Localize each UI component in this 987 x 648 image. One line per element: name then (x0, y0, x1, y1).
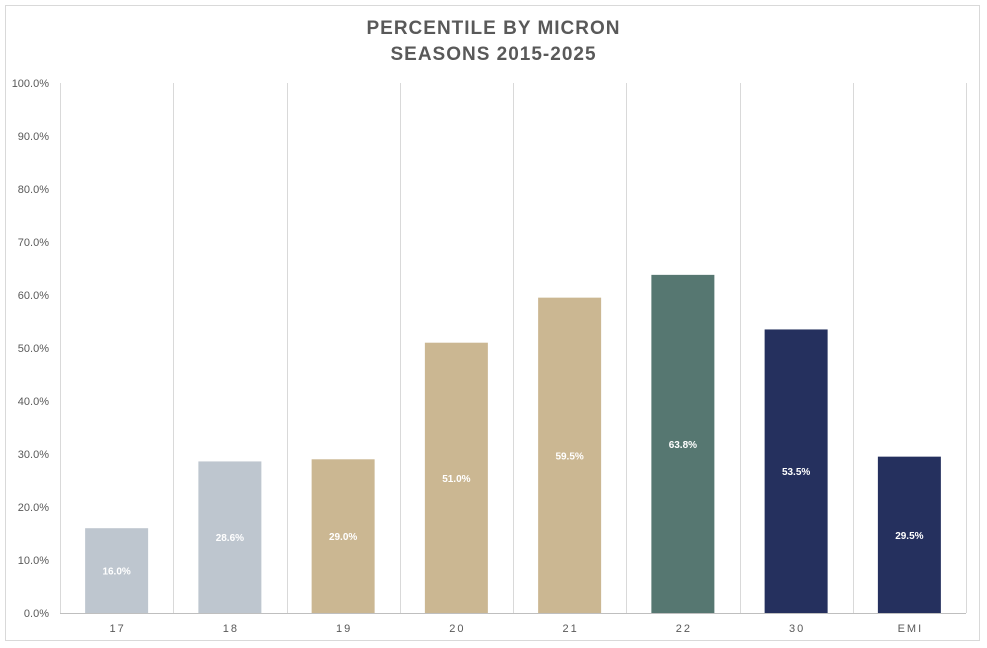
chart-title-line: PERCENTILE BY MICRON (366, 18, 621, 39)
bar-18 (198, 461, 262, 613)
x-tick-label: 20 (449, 623, 465, 635)
y-tick-label: 80.0% (18, 184, 49, 196)
x-tick-label: 21 (563, 623, 579, 635)
grid-layer (60, 83, 967, 614)
bars-layer (85, 274, 941, 613)
y-tick-label: 20.0% (18, 502, 49, 514)
data-label: 51.0% (442, 474, 470, 485)
bar-22 (651, 274, 715, 613)
bar-21 (538, 297, 602, 613)
x-tick-label: 17 (110, 623, 126, 635)
y-tick-label: 100.0% (12, 78, 50, 90)
x-tick-label: EMI (898, 623, 924, 635)
bar-19 (311, 459, 375, 613)
x-tick-label: 22 (676, 623, 692, 635)
y-tick-label: 30.0% (18, 449, 49, 461)
data-label: 28.6% (216, 533, 244, 544)
labels-layer: 0.0% 10.0% 20.0% 30.0% 40.0% 50.0% 60.0% 70.0% 8… (12, 78, 924, 635)
bar-17 (85, 528, 149, 613)
bar-30 (764, 329, 828, 613)
chart-title: PERCENTILE BY MICRON SEASONS 2015-2025 (0, 16, 987, 68)
data-label: 63.8% (669, 440, 697, 451)
bar-20 (424, 342, 488, 613)
y-tick-label: 10.0% (18, 555, 49, 567)
data-label: 29.5% (895, 531, 923, 542)
data-label: 29.0% (329, 532, 357, 543)
y-tick-label: 40.0% (18, 396, 49, 408)
bar-emi (877, 456, 941, 613)
x-tick-label: 19 (336, 623, 352, 635)
data-label: 16.0% (102, 567, 130, 578)
y-tick-label: 60.0% (18, 290, 49, 302)
data-label: 59.5% (555, 451, 583, 462)
y-tick-label: 90.0% (18, 131, 49, 143)
y-tick-label: 50.0% (18, 343, 49, 355)
y-tick-label: 70.0% (18, 237, 49, 249)
x-tick-label: 30 (789, 623, 805, 635)
y-tick-label: 0.0% (24, 608, 49, 620)
x-tick-label: 18 (223, 623, 239, 635)
data-label: 53.5% (782, 467, 810, 478)
chart-subtitle-line: SEASONS 2015-2025 (390, 44, 597, 65)
